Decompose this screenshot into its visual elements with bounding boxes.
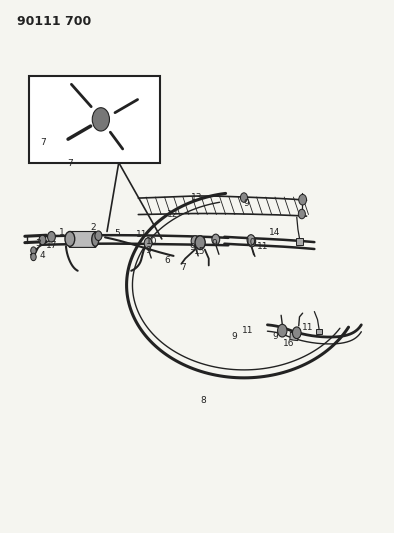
Text: 9: 9 <box>145 246 151 255</box>
Text: 12: 12 <box>167 210 178 219</box>
Text: 1: 1 <box>59 228 65 237</box>
Circle shape <box>248 236 256 247</box>
Circle shape <box>191 236 199 246</box>
Ellipse shape <box>92 232 99 246</box>
Text: 16: 16 <box>283 339 295 348</box>
Text: 9: 9 <box>190 243 195 252</box>
Circle shape <box>31 247 36 254</box>
Text: 17: 17 <box>46 241 57 250</box>
Text: 11: 11 <box>301 323 313 332</box>
Circle shape <box>240 193 247 203</box>
Circle shape <box>247 235 255 245</box>
Circle shape <box>278 324 287 337</box>
Bar <box>29 76 160 163</box>
Circle shape <box>92 108 110 131</box>
Circle shape <box>39 235 46 245</box>
Ellipse shape <box>65 231 75 246</box>
Circle shape <box>31 253 36 261</box>
Circle shape <box>144 238 152 248</box>
FancyBboxPatch shape <box>69 231 96 247</box>
Bar <box>316 329 322 334</box>
Circle shape <box>95 231 102 240</box>
Text: 3: 3 <box>36 239 41 248</box>
Text: 14: 14 <box>269 228 280 237</box>
Text: 9: 9 <box>212 239 217 248</box>
Bar <box>290 333 298 341</box>
Text: 7: 7 <box>180 263 186 272</box>
Text: 15: 15 <box>194 247 206 256</box>
Text: 4: 4 <box>40 252 45 261</box>
Text: 9: 9 <box>272 332 278 341</box>
Text: 13: 13 <box>190 193 202 202</box>
Circle shape <box>299 195 307 205</box>
Circle shape <box>48 231 56 242</box>
Text: 8: 8 <box>200 395 206 405</box>
Text: 11: 11 <box>136 230 147 239</box>
Text: 6: 6 <box>165 256 171 265</box>
Text: 2: 2 <box>91 223 96 232</box>
Text: 10: 10 <box>146 237 158 246</box>
Text: 5: 5 <box>114 229 120 238</box>
Text: 11: 11 <box>242 326 254 335</box>
Text: 11: 11 <box>257 242 268 251</box>
Text: 7: 7 <box>41 138 46 147</box>
Circle shape <box>298 209 305 219</box>
Text: 10: 10 <box>245 238 257 247</box>
Circle shape <box>195 236 205 249</box>
Text: 90111 700: 90111 700 <box>17 14 91 28</box>
Circle shape <box>212 234 220 245</box>
Circle shape <box>292 327 301 338</box>
Bar <box>296 238 303 245</box>
Text: 9: 9 <box>231 332 237 341</box>
Text: 9: 9 <box>243 199 249 208</box>
Text: 7: 7 <box>67 159 73 167</box>
